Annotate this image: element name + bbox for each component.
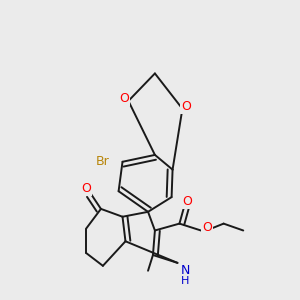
Text: O: O [202,221,212,234]
Text: O: O [182,100,191,113]
Text: O: O [81,182,91,195]
Text: O: O [119,92,129,106]
Text: O: O [182,194,192,208]
Text: N: N [181,264,190,277]
Text: Br: Br [96,155,110,168]
Text: H: H [181,275,190,286]
